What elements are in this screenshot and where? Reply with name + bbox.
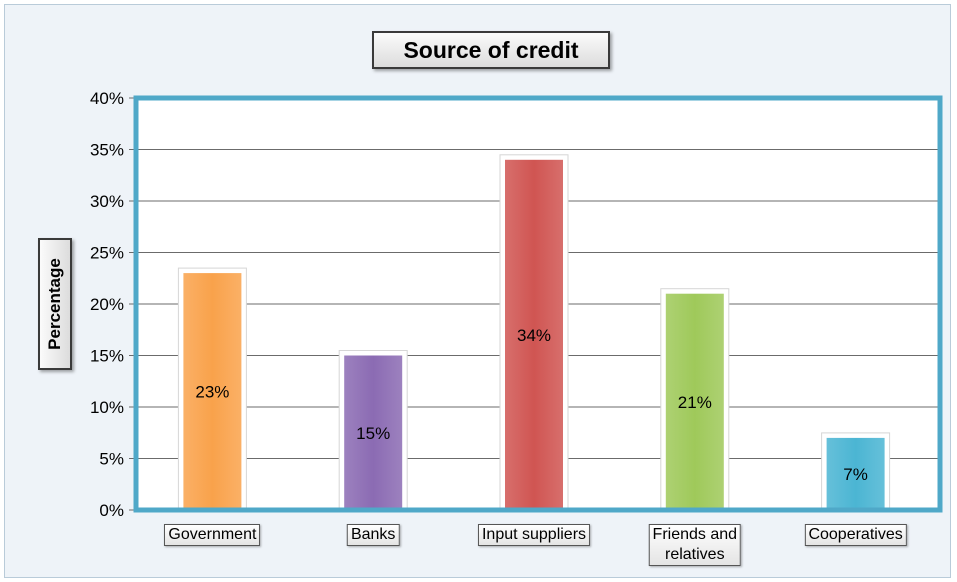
x-tick-label: Cooperatives (804, 524, 907, 546)
y-tick-label: 40% (90, 89, 124, 108)
bar (183, 273, 242, 510)
y-tick-label: 0% (99, 501, 124, 520)
x-tick-label-line: Friends and (652, 526, 738, 543)
bar-data-label: 23% (195, 383, 229, 402)
y-tick-label: 35% (90, 141, 124, 160)
bar (505, 159, 563, 511)
x-tick-label-line: Cooperatives (808, 526, 903, 543)
x-tick-label-line: Banks (350, 526, 396, 543)
x-tick-label: Banks (346, 524, 400, 546)
y-tick-label: 15% (90, 347, 124, 366)
bar (344, 355, 403, 510)
x-tick-label-line: relatives (665, 546, 725, 563)
y-tick-label: 30% (90, 192, 124, 211)
bar-data-label: 7% (843, 465, 868, 484)
plot-border (133, 95, 943, 513)
bar (826, 437, 885, 510)
bar (665, 293, 724, 510)
bar-data-label: 15% (356, 424, 390, 443)
y-tick-label: 20% (90, 295, 124, 314)
x-tick-label: Input suppliers (477, 524, 591, 546)
chart-title: Source of credit (372, 31, 610, 69)
x-tick-label-line: Government (168, 526, 257, 543)
x-tick-label: Government (164, 524, 261, 546)
y-axis-label: Percentage (38, 238, 72, 370)
y-tick-label: 25% (90, 244, 124, 263)
y-tick-label: 5% (99, 450, 124, 469)
bar-data-label: 34% (517, 326, 551, 345)
x-tick-label-line: Input suppliers (481, 526, 587, 543)
chart-title-text: Source of credit (403, 36, 579, 63)
y-tick-label: 10% (90, 398, 124, 417)
bar-data-label: 21% (678, 393, 712, 412)
x-tick-label: Friends and relatives (648, 524, 742, 566)
